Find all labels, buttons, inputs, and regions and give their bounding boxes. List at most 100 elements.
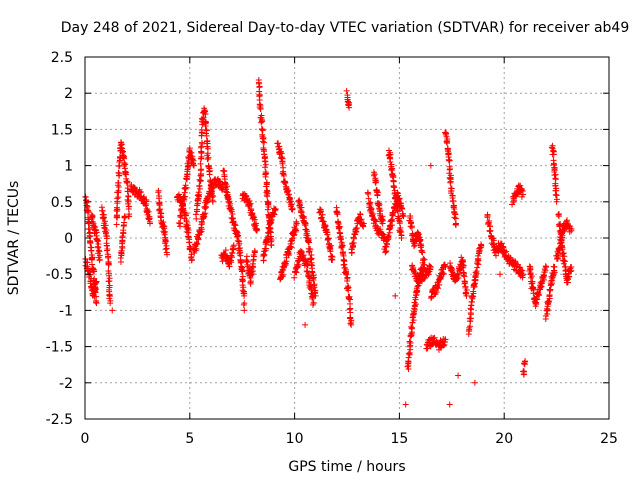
data-point: [161, 223, 168, 230]
data-point: [121, 219, 128, 226]
data-point: [219, 187, 226, 194]
data-point: [391, 184, 398, 191]
data-point: [374, 192, 381, 199]
data-point: [253, 227, 260, 234]
data-point: [272, 206, 279, 213]
data-point: [394, 189, 401, 196]
data-point: [196, 182, 203, 189]
data-point: [339, 249, 346, 256]
y-tick-label: 2: [64, 86, 73, 102]
data-point: [486, 218, 493, 225]
data-point: [230, 242, 237, 249]
data-point: [444, 137, 451, 144]
data-point: [186, 145, 193, 152]
data-point: [119, 233, 126, 240]
data-point: [263, 245, 270, 252]
data-point: [407, 339, 414, 346]
data-point: [529, 278, 536, 285]
data-point: [102, 222, 109, 229]
data-point: [446, 401, 453, 408]
data-point: [235, 232, 242, 239]
data-point: [452, 215, 459, 222]
data-point: [521, 368, 528, 375]
data-point: [288, 198, 295, 205]
data-point: [162, 237, 169, 244]
y-tick-label: -1.5: [46, 340, 73, 356]
data-point: [428, 293, 435, 300]
data-point: [451, 208, 458, 215]
data-point: [344, 278, 351, 285]
data-point: [534, 296, 541, 303]
data-point: [205, 154, 212, 161]
data-point: [161, 231, 168, 238]
data-point: [93, 300, 100, 307]
data-point: [386, 229, 393, 236]
x-axis-label: GPS time / hours: [288, 459, 405, 475]
data-point: [195, 189, 202, 196]
data-point: [302, 220, 309, 227]
data-point: [241, 307, 248, 314]
data-point: [265, 224, 272, 231]
data-point: [310, 300, 317, 307]
data-point: [325, 235, 332, 242]
data-point: [222, 247, 229, 254]
data-point: [329, 256, 336, 263]
data-point: [463, 292, 470, 299]
data-point: [190, 161, 197, 168]
data-point: [255, 79, 262, 86]
data-point: [310, 292, 317, 299]
data-point: [282, 179, 289, 186]
data-point: [250, 213, 257, 220]
data-point: [91, 288, 98, 295]
y-tick-label: -2.5: [46, 412, 73, 428]
data-point: [386, 226, 393, 233]
data-point: [392, 292, 399, 299]
data-point: [184, 163, 191, 170]
data-point: [533, 299, 540, 306]
data-point: [199, 140, 206, 147]
data-point: [162, 246, 169, 253]
data-point: [193, 240, 200, 247]
data-point: [346, 104, 353, 111]
data-point: [385, 233, 392, 240]
data-point: [467, 318, 474, 325]
data-point: [550, 151, 557, 158]
data-point: [105, 268, 112, 275]
data-point: [92, 230, 99, 237]
data-point: [228, 254, 235, 261]
x-tick-label: 0: [81, 431, 90, 447]
data-point: [372, 222, 379, 229]
data-point: [319, 211, 326, 218]
data-point: [163, 249, 170, 256]
data-point: [460, 262, 467, 269]
data-point: [561, 258, 568, 265]
data-point: [295, 198, 302, 205]
data-point: [389, 210, 396, 217]
data-point: [223, 188, 230, 195]
data-point: [476, 247, 483, 254]
data-point: [558, 237, 565, 244]
data-point: [564, 276, 571, 283]
data-point: [396, 218, 403, 225]
data-point: [317, 206, 324, 213]
data-point: [188, 256, 195, 263]
data-point: [470, 293, 477, 300]
data-point: [232, 222, 239, 229]
data-point: [186, 239, 193, 246]
data-point: [408, 223, 415, 230]
data-point: [440, 270, 447, 277]
data-point: [449, 266, 456, 273]
data-point: [519, 267, 526, 274]
data-point: [343, 87, 350, 94]
data-point: [547, 286, 554, 293]
y-tick-label: 1: [64, 159, 73, 175]
data-point: [182, 193, 189, 200]
data-point: [522, 358, 529, 365]
x-tick-label: 5: [185, 431, 194, 447]
data-point: [302, 257, 309, 264]
data-point: [448, 267, 455, 274]
data-point: [204, 198, 211, 205]
data-point: [96, 256, 103, 263]
data-point: [125, 203, 132, 210]
